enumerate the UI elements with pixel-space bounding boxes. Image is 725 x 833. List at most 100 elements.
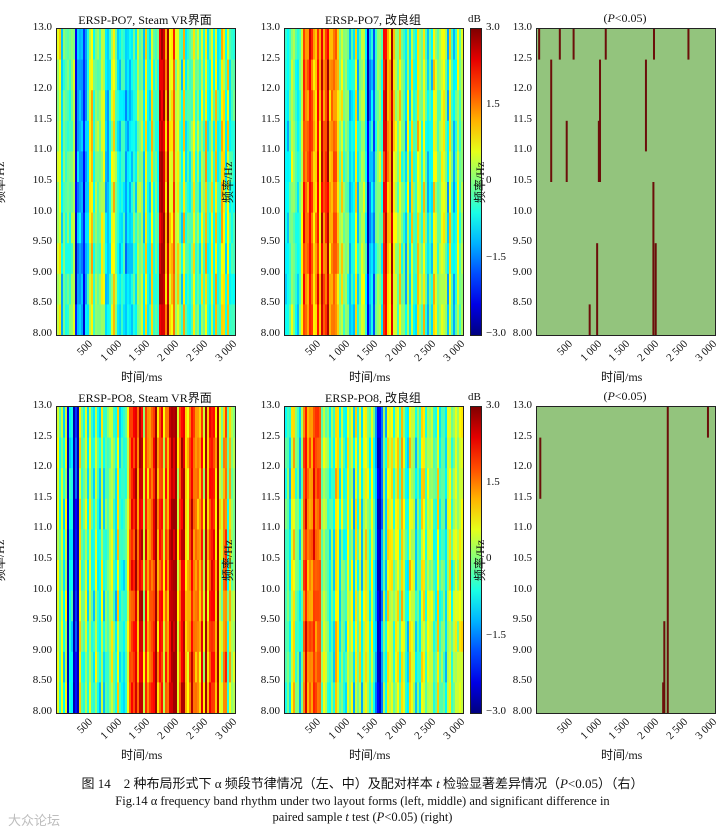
heatmap-cell <box>213 407 216 439</box>
heatmap-cell <box>335 90 338 122</box>
heatmap-cell <box>427 498 430 530</box>
heatmap-cell <box>331 90 334 122</box>
heatmap-cell <box>99 120 102 152</box>
heatmap-cell <box>87 273 90 305</box>
heatmap-cell <box>391 590 394 622</box>
heatmap-cell <box>319 90 322 122</box>
panel-r1c3-ytick: 9.50 <box>512 235 532 248</box>
heatmap-cell <box>125 682 128 713</box>
heatmap-cell <box>407 437 410 469</box>
heatmap-cell <box>171 529 174 561</box>
heatmap-cell <box>105 90 108 122</box>
heatmap-cell <box>371 682 374 713</box>
heatmap-cell <box>141 29 144 61</box>
heatmap-cell <box>197 29 200 61</box>
heatmap-cell <box>111 182 114 214</box>
heatmap-cell <box>147 59 150 91</box>
heatmap-cell <box>115 243 118 275</box>
panel-r2c2-xlabel: 时间/ms <box>349 748 391 762</box>
heatmap-cell <box>131 182 134 214</box>
heatmap-cell <box>353 304 356 335</box>
heatmap-cell <box>293 90 296 122</box>
heatmap-cell <box>365 304 368 335</box>
heatmap-cell <box>319 590 322 622</box>
heatmap-cell <box>429 59 432 91</box>
heatmap-cell <box>233 498 235 530</box>
heatmap-cell <box>147 498 150 530</box>
heatmap-cell <box>325 182 328 214</box>
heatmap-cell <box>153 437 156 469</box>
heatmap-cell <box>71 120 74 152</box>
heatmap-cell <box>171 590 174 622</box>
panel-r1c3-ytick: 9.00 <box>512 265 532 278</box>
heatmap-cell <box>299 529 302 561</box>
heatmap-cell <box>323 273 326 305</box>
heatmap-cell <box>77 182 80 214</box>
heatmap-cell <box>377 407 380 439</box>
heatmap-cell <box>307 90 310 122</box>
heatmap-cell <box>299 621 302 653</box>
heatmap-cell <box>77 682 80 713</box>
heatmap-cell <box>457 212 460 244</box>
heatmap-cell <box>299 560 302 592</box>
heatmap-cell <box>401 498 404 530</box>
heatmap-cell <box>301 151 304 183</box>
heatmap-cell <box>103 243 106 275</box>
heatmap-cell <box>403 621 406 653</box>
heatmap-cell <box>435 29 438 61</box>
heatmap-cell <box>79 498 82 530</box>
heatmap-cell <box>437 621 440 653</box>
heatmap-cell <box>137 59 140 91</box>
heatmap-cell <box>425 120 428 152</box>
heatmap-cell <box>439 273 442 305</box>
heatmap-cell <box>321 682 324 713</box>
heatmap-cell <box>405 560 408 592</box>
panel-r2c2-title: ERSP-PO8, 改良组 <box>324 391 422 405</box>
heatmap-cell <box>213 29 216 61</box>
heatmap-cell <box>397 29 400 61</box>
heatmap-cell <box>131 90 134 122</box>
heatmap-cell <box>85 651 88 683</box>
heatmap-cell <box>415 651 418 683</box>
heatmap-cell <box>369 560 372 592</box>
heatmap-cell <box>345 437 348 469</box>
heatmap-cell <box>155 682 158 713</box>
heatmap-cell <box>161 529 164 561</box>
panel-r1c2-xtick: 2 500 <box>412 338 439 364</box>
heatmap-cell <box>321 273 324 305</box>
heatmap-cell <box>329 590 332 622</box>
heatmap-cell <box>57 59 60 91</box>
panel-r1c2-ytick: 12.5 <box>260 51 280 64</box>
heatmap-cell <box>213 212 216 244</box>
heatmap-cell <box>111 529 114 561</box>
heatmap-cell <box>225 529 228 561</box>
heatmap-cell <box>63 182 66 214</box>
heatmap-cell <box>223 407 226 439</box>
heatmap-cell <box>151 304 154 335</box>
heatmap-cell <box>85 682 88 713</box>
heatmap-cell <box>143 590 146 622</box>
heatmap-cell <box>225 273 228 305</box>
heatmap-cell <box>123 273 126 305</box>
heatmap-cell <box>419 682 422 713</box>
heatmap-cell <box>315 120 318 152</box>
heatmap-cell <box>343 437 346 469</box>
heatmap-cell <box>153 29 156 61</box>
heatmap-cell <box>143 560 146 592</box>
heatmap-cell <box>135 120 138 152</box>
heatmap-cell <box>119 29 122 61</box>
panel-r2c1-ylabel: 频率/Hz <box>0 539 8 582</box>
heatmap-cell <box>429 151 432 183</box>
panel-r2c3-ytick: 9.00 <box>512 643 532 656</box>
heatmap-cell <box>385 529 388 561</box>
heatmap-cell <box>425 529 428 561</box>
heatmap-cell <box>437 151 440 183</box>
heatmap-cell <box>327 529 330 561</box>
heatmap-cell <box>457 243 460 275</box>
heatmap-cell <box>339 29 342 61</box>
heatmap-cell <box>323 651 326 683</box>
heatmap-cell <box>211 651 214 683</box>
heatmap-cell <box>153 560 156 592</box>
heatmap-cell <box>139 90 142 122</box>
heatmap-cell <box>209 151 212 183</box>
